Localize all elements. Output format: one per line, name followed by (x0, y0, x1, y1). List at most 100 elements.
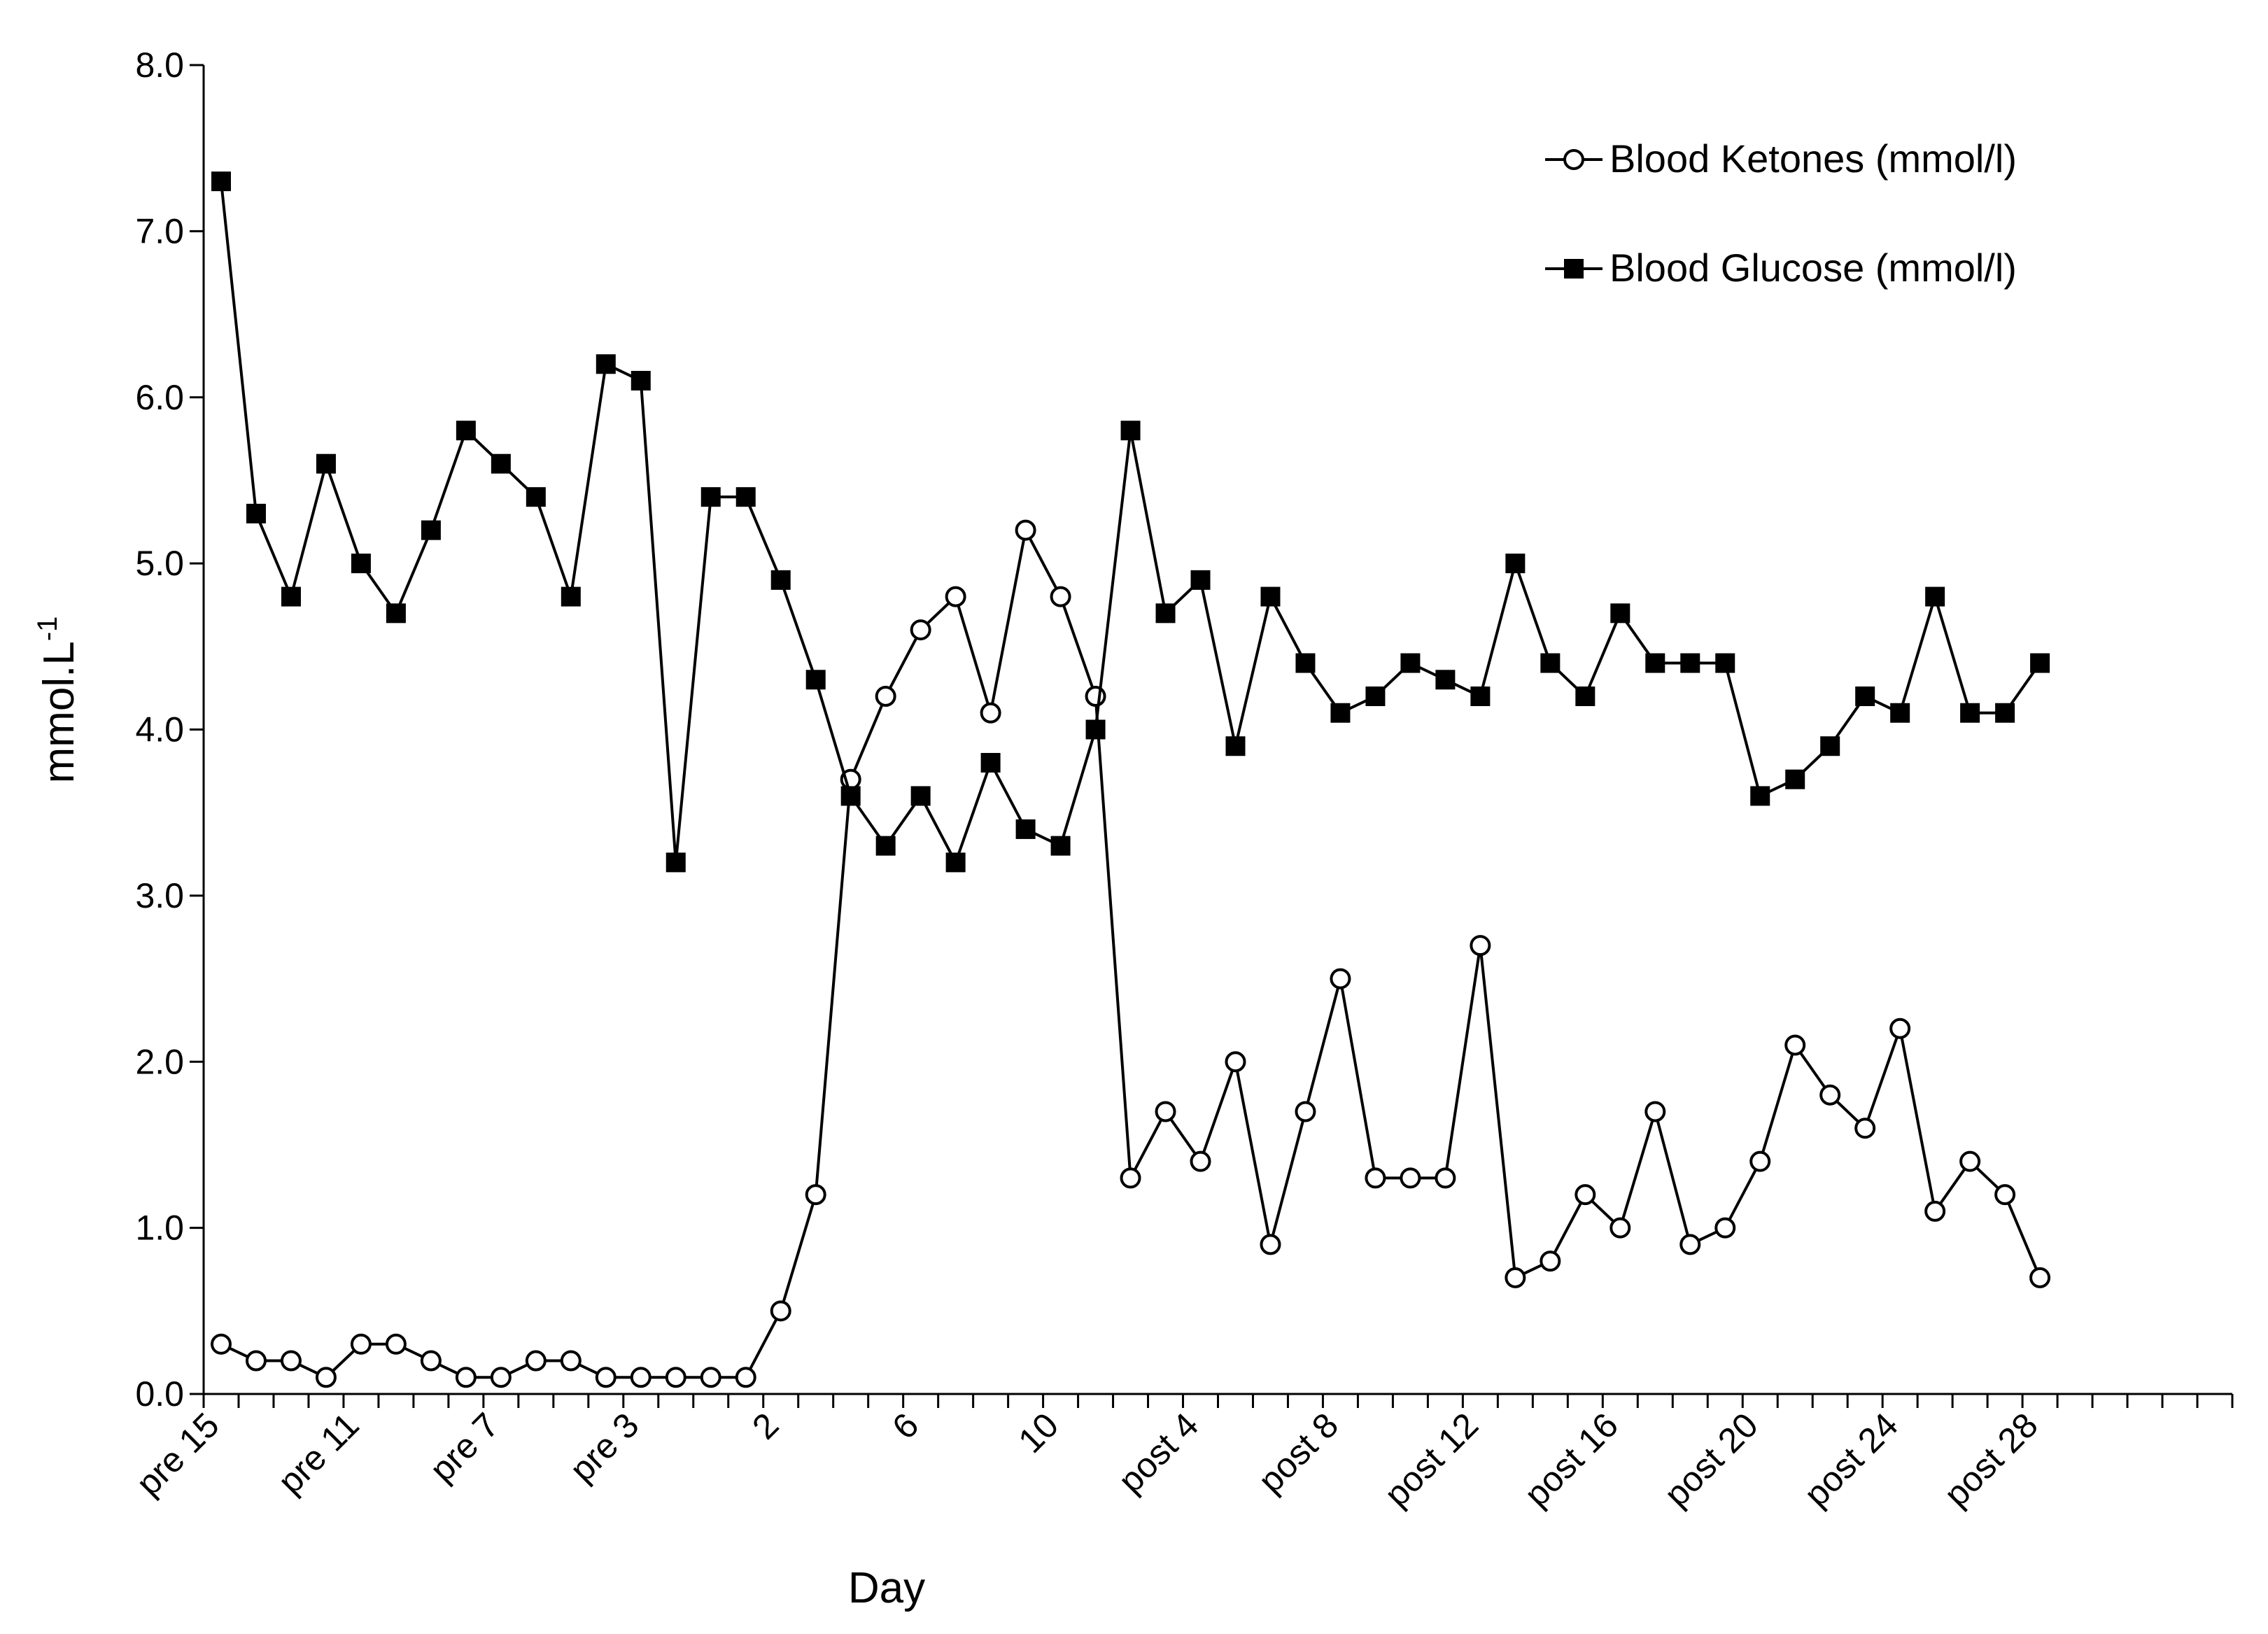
y-tick-label: 8.0 (135, 45, 184, 85)
legend-ketones-label: Blood Ketones (mmol/l) (1610, 136, 2017, 181)
glucose-point (1925, 586, 1945, 607)
series-line (220, 528, 2041, 1379)
x-tick-label: pre 15 (129, 1405, 227, 1503)
glucose-point (1085, 719, 1106, 740)
glucose-point (1120, 421, 1141, 441)
glucose-point (805, 670, 826, 690)
glucose-point (1050, 836, 1071, 856)
x-tick-label: 10 (1010, 1405, 1066, 1460)
ketone-point (1749, 1150, 1771, 1172)
x-axis-title: Day (848, 1564, 925, 1612)
glucose-point (1260, 586, 1281, 607)
y-tick-label: 5.0 (135, 544, 184, 583)
ketone-point (1190, 1150, 1211, 1172)
ketone-point (245, 1350, 267, 1372)
ketone-point (1155, 1101, 1176, 1122)
ketone-point (1959, 1150, 1981, 1172)
glucose-point (1575, 686, 1596, 707)
series-blood-ketones (210, 519, 2051, 1388)
y-tick-label: 6.0 (135, 378, 184, 417)
ketone-point (1644, 1101, 1666, 1122)
ketone-point (1085, 686, 1106, 707)
glucose-point (316, 453, 336, 474)
y-tick-label: 4.0 (135, 710, 184, 749)
ketone-point (1470, 935, 1491, 957)
y-tick-label: 1.0 (135, 1209, 184, 1248)
ketone-point (700, 1367, 721, 1388)
glucose-point (1015, 819, 1036, 839)
ketone-point (1540, 1251, 1561, 1272)
x-tick-label: pre 3 (562, 1405, 646, 1489)
ketone-point (385, 1333, 407, 1355)
ketone-point (1854, 1118, 1876, 1139)
glucose-point (1470, 686, 1491, 707)
legend: Blood Ketones (mmol/l) Blood Glucose (mm… (1545, 136, 2017, 290)
ketone-point (980, 702, 1001, 724)
x-tick-label: post 16 (1517, 1405, 1626, 1514)
x-tick-label: post 24 (1796, 1405, 1906, 1514)
glucose-point (1540, 653, 1561, 673)
ketone-point (2029, 1267, 2051, 1288)
ketone-point (1225, 1051, 1246, 1073)
x-axis-ticks: pre 15 pre 11 pre 7 pre 3 2 6 10 post 4 post 8 po… (129, 1394, 2234, 1514)
glucose-point (2030, 653, 2050, 673)
glucose-point (1295, 653, 1316, 673)
ketone-point (455, 1367, 477, 1388)
ketone-point (735, 1367, 756, 1388)
glucose-point (1435, 670, 1456, 690)
ketone-point (1050, 586, 1071, 607)
ketone-point (280, 1350, 302, 1372)
ketone-point (665, 1367, 686, 1388)
series-blood-glucose (211, 171, 2050, 873)
glucose-point (945, 852, 966, 873)
ketone-point (595, 1367, 617, 1388)
glucose-point (491, 453, 511, 474)
glucose-point (1505, 554, 1526, 574)
ketone-point (770, 1300, 791, 1322)
ketone-point (875, 686, 896, 707)
ketone-point (630, 1367, 651, 1388)
glucose-point (875, 836, 896, 856)
series-layer (210, 171, 2051, 1388)
ketone-point (1994, 1184, 2016, 1206)
glucose-point (1190, 570, 1211, 590)
x-tick-label: pre 11 (270, 1405, 366, 1501)
y-axis-ticks: 0.0 1.0 2.0 3.0 4.0 5.0 6.0 7.0 8.0 (135, 45, 204, 1414)
legend-ketones-marker (1563, 149, 1584, 170)
glucose-point (1750, 786, 1770, 806)
ketone-point (1924, 1200, 1946, 1222)
glucose-point (1890, 703, 1910, 723)
glucose-point (1820, 736, 1840, 756)
ketone-point (945, 586, 966, 607)
glucose-point (980, 752, 1001, 773)
glucose-point (351, 554, 371, 574)
glucose-point (840, 786, 861, 806)
x-tick-label: post 20 (1656, 1405, 1766, 1514)
ketone-point (1435, 1167, 1456, 1189)
y-tick-label: 7.0 (135, 211, 184, 251)
glucose-point (1225, 736, 1246, 756)
glucose-point (281, 586, 301, 607)
ketone-point (350, 1333, 372, 1355)
x-tick-label: post 12 (1377, 1405, 1486, 1514)
y-axis-title: mmol.L-1 (32, 617, 83, 784)
glucose-point (421, 520, 441, 540)
ketone-point (1575, 1184, 1596, 1206)
ketone-point (1679, 1234, 1701, 1255)
legend-glucose-marker (1564, 259, 1584, 279)
glucose-point (631, 371, 651, 391)
ketone-point (490, 1367, 512, 1388)
ketone-point (805, 1184, 826, 1206)
y-axis-title-superscript: -1 (32, 617, 63, 642)
glucose-point (1855, 686, 1875, 707)
glucose-point (526, 487, 546, 507)
ketone-point (1330, 968, 1351, 989)
x-tick-label: post 4 (1111, 1405, 1206, 1500)
glucose-point (1680, 653, 1700, 673)
ketone-point (1260, 1234, 1281, 1255)
ketone-point (420, 1350, 442, 1372)
y-tick-label: 2.0 (135, 1042, 184, 1081)
glucose-point (770, 570, 791, 590)
ketone-point (1365, 1167, 1386, 1189)
